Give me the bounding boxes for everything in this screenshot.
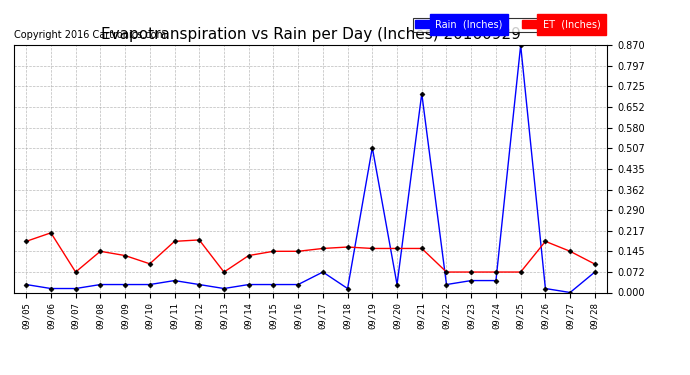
Legend: Rain  (Inches), ET  (Inches): Rain (Inches), ET (Inches)	[413, 18, 602, 32]
Title: Evapotranspiration vs Rain per Day (Inches) 20160929: Evapotranspiration vs Rain per Day (Inch…	[101, 27, 520, 42]
Text: Copyright 2016 Cartronics.com: Copyright 2016 Cartronics.com	[14, 30, 166, 40]
